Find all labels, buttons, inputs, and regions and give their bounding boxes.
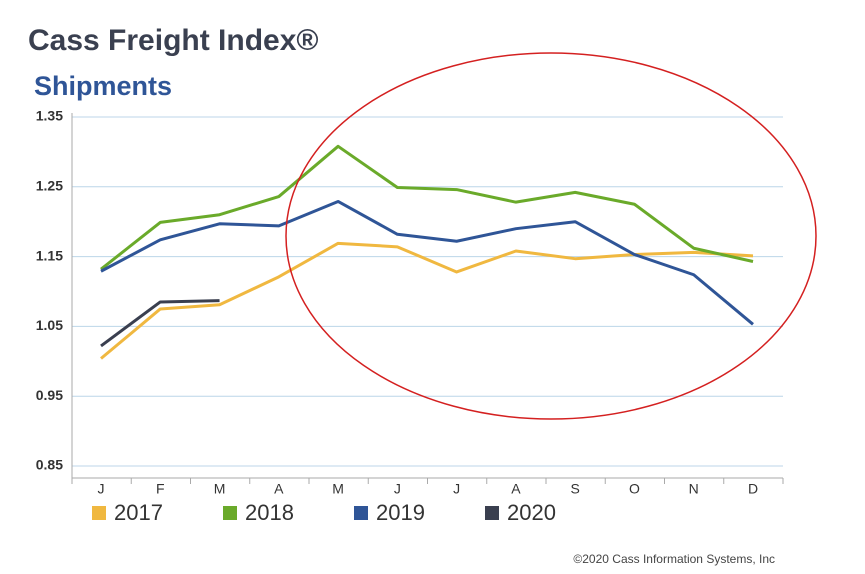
series-line (100, 299, 220, 348)
x-tick-label: O (629, 481, 640, 497)
legend-swatch (354, 506, 368, 520)
y-tick-label: 1.25 (36, 178, 63, 194)
x-tick-label: D (748, 481, 758, 497)
y-tick-label: 1.05 (36, 317, 63, 333)
x-tick-label: M (214, 481, 226, 497)
x-tick-label: F (156, 481, 165, 497)
legend-label: 2017 (114, 500, 163, 525)
legend-swatch (485, 506, 499, 520)
x-tick-label: N (689, 481, 699, 497)
y-tick-label: 0.85 (36, 457, 63, 473)
annotation-ellipse (285, 52, 817, 420)
y-tick-label: 1.15 (36, 247, 63, 263)
x-tick-label: J (453, 481, 460, 497)
legend-swatch (92, 506, 106, 520)
series-line (100, 241, 754, 360)
y-tick-label: 0.95 (36, 387, 63, 403)
chart-title: Cass Freight Index® (28, 24, 319, 57)
x-tick-label: A (274, 481, 284, 497)
legend-label: 2018 (245, 500, 294, 525)
chart-subtitle: Shipments (34, 71, 172, 101)
y-tick-label: 1.35 (36, 108, 63, 124)
legend-label: 2020 (507, 500, 556, 525)
source-note: ©2020 Cass Information Systems, Inc (573, 552, 775, 566)
x-tick-label: S (571, 481, 580, 497)
x-tick-label: J (98, 481, 105, 497)
x-tick-label: A (511, 481, 521, 497)
legend-label: 2019 (376, 500, 425, 525)
series-line (100, 144, 754, 271)
x-tick-label: J (394, 481, 401, 497)
series-line (100, 199, 754, 326)
x-tick-label: M (332, 481, 344, 497)
legend-swatch (223, 506, 237, 520)
